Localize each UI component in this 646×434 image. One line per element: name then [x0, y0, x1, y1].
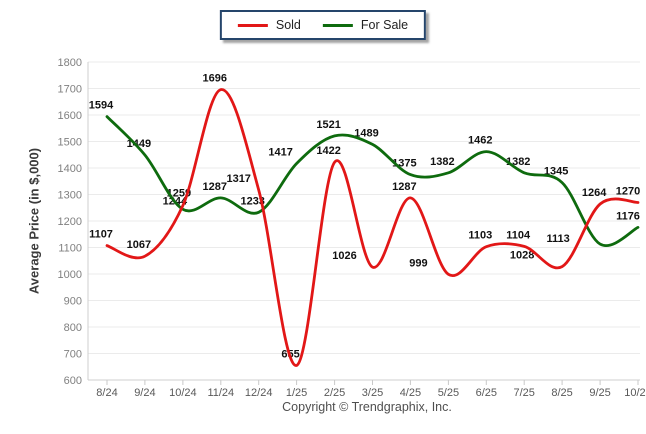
for-sale-series-line — [105, 115, 640, 248]
y-axis-tick-label: 1000 — [58, 269, 82, 281]
data-point-label-sold: 1696 — [203, 73, 227, 85]
y-axis-tick-label: 1700 — [58, 84, 82, 96]
data-point-label-for-sale: 1382 — [430, 156, 454, 168]
x-axis-month-label: 5/25 — [438, 387, 459, 399]
y-axis-tick-label: 1600 — [58, 110, 82, 122]
data-point-label-for-sale: 1462 — [468, 135, 492, 147]
x-axis-month-label: 10/25 — [624, 387, 646, 399]
y-axis-tick-label: 1100 — [58, 243, 82, 255]
chart-canvas: 600 700 800 900 1000 1100 1200 1300 1400 1500 1600… — [58, 57, 646, 399]
x-axis-month-label: 6/25 — [476, 387, 497, 399]
data-point-label-for-sale: 1233 — [240, 195, 264, 207]
data-point-label-sold: 1317 — [226, 173, 250, 185]
y-axis-tick-label: 900 — [64, 296, 82, 308]
for-sale-line-swatch — [322, 23, 353, 27]
y-axis-tick-label: 1800 — [58, 57, 82, 69]
data-point-label-sold: 1026 — [332, 250, 356, 262]
y-axis-title: Average Price (in $,000) — [26, 147, 42, 295]
copyright-text: Copyright © Trendgraphix, Inc. — [282, 400, 452, 414]
data-point-label-sold: 1264 — [582, 187, 607, 199]
data-point-label-sold: 1422 — [316, 145, 340, 157]
x-axis-month-label: 9/24 — [134, 387, 155, 399]
y-axis-tick-label: 700 — [64, 349, 82, 361]
x-axis-month-label: 12/24 — [245, 387, 273, 399]
y-axis-tick-label: 800 — [64, 322, 82, 334]
x-axis-month-label: 1/25 — [286, 387, 307, 399]
sold-series-line — [105, 88, 640, 367]
x-axis-month-label: 7/25 — [513, 387, 534, 399]
x-axis-month-label: 8/25 — [551, 387, 572, 399]
y-axis-tick-label: 600 — [64, 375, 82, 387]
data-point-label-for-sale: 1594 — [89, 100, 114, 112]
data-point-label-sold: 1270 — [616, 186, 640, 198]
legend-item-for-sale: For Sale — [322, 18, 409, 32]
data-point-label-for-sale: 1417 — [268, 147, 292, 159]
sold-line-swatch — [237, 23, 268, 27]
data-point-label-sold: 1104 — [506, 229, 531, 241]
data-point-label-for-sale: 1521 — [316, 119, 340, 131]
chart-legend: Sold For Sale — [219, 10, 427, 40]
data-point-label-sold: 1028 — [510, 250, 534, 262]
data-point-label-sold: 1287 — [392, 181, 416, 193]
legend-label-sold: Sold — [275, 18, 301, 32]
data-point-label-sold: 999 — [409, 257, 427, 269]
data-point-label-for-sale: 1113 — [546, 233, 569, 245]
legend-item-sold: Sold — [237, 18, 301, 32]
y-axis-tick-label: 1500 — [58, 137, 82, 149]
x-axis-month-label: 10/24 — [169, 387, 197, 399]
x-axis-month-label: 8/24 — [96, 387, 117, 399]
x-axis-month-label: 9/25 — [589, 387, 610, 399]
data-point-label-for-sale: 1287 — [203, 181, 227, 193]
x-axis-month-label: 3/25 — [362, 387, 383, 399]
y-axis-tick-label: 1200 — [58, 216, 82, 228]
data-point-label-sold: 1107 — [89, 229, 113, 241]
y-axis-tick-label: 1400 — [58, 163, 82, 175]
data-point-label-sold: 1067 — [127, 239, 151, 251]
data-point-label-for-sale: 1489 — [354, 127, 378, 139]
legend-label-for-sale: For Sale — [360, 18, 409, 32]
x-axis-month-label: 2/25 — [324, 387, 345, 399]
data-point-label-for-sale: 1176 — [616, 210, 640, 222]
x-axis-month-label: 4/25 — [400, 387, 421, 399]
x-axis-month-label: 11/24 — [207, 387, 234, 399]
y-axis-tick-label: 1300 — [58, 190, 82, 202]
data-point-label-sold: 1103 — [468, 230, 492, 242]
